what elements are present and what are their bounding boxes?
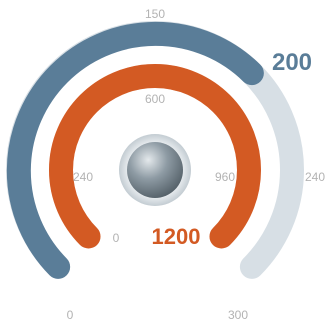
knob-cap — [127, 142, 183, 198]
outer-tick-label: 0 — [67, 308, 74, 322]
outer-tick-label: 150 — [145, 7, 165, 21]
inner-tick-label: 240 — [73, 170, 93, 184]
gauge-labels: 0 150 240 300 0 240 600 960 200 1200 — [67, 7, 326, 322]
inner-gauge-value-bar — [49, 64, 261, 249]
outer-tick-label: 300 — [228, 308, 248, 322]
inner-gauge-value-label: 1200 — [152, 224, 201, 249]
inner-tick-label: 960 — [215, 170, 235, 184]
outer-gauge — [6, 21, 304, 279]
center-knob — [119, 134, 191, 206]
inner-tick-label: 600 — [145, 92, 165, 106]
inner-tick-label: 0 — [113, 231, 120, 245]
outer-gauge-value-bar — [6, 21, 264, 279]
outer-gauge-value-label: 200 — [272, 49, 312, 76]
inner-gauge — [49, 64, 261, 249]
outer-tick-label: 240 — [305, 170, 325, 184]
